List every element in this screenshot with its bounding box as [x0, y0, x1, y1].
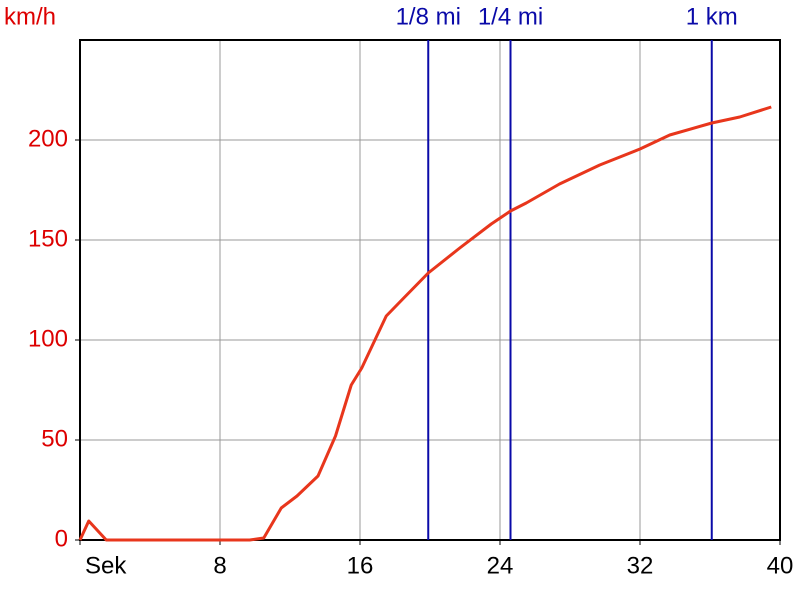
x-tick-label: 16 [347, 552, 374, 579]
y-tick-label: 100 [28, 325, 68, 352]
x-tick-label: 40 [767, 552, 794, 579]
distance-label: 1/8 mi [396, 3, 461, 30]
y-tick-label: 50 [41, 425, 68, 452]
x-tick-label: Sek [85, 552, 127, 579]
distance-label: 1/4 mi [478, 3, 543, 30]
speed-line [78, 105, 772, 542]
distance-label: 1 km [686, 3, 738, 30]
y-tick-label: 200 [28, 125, 68, 152]
x-tick-label: 8 [213, 552, 226, 579]
y-axis-label: km/h [4, 3, 56, 30]
y-tick-label: 0 [55, 525, 68, 552]
y-tick-label: 150 [28, 225, 68, 252]
x-tick-label: 24 [487, 552, 514, 579]
x-tick-label: 32 [627, 552, 654, 579]
plot-frame [79, 39, 781, 541]
